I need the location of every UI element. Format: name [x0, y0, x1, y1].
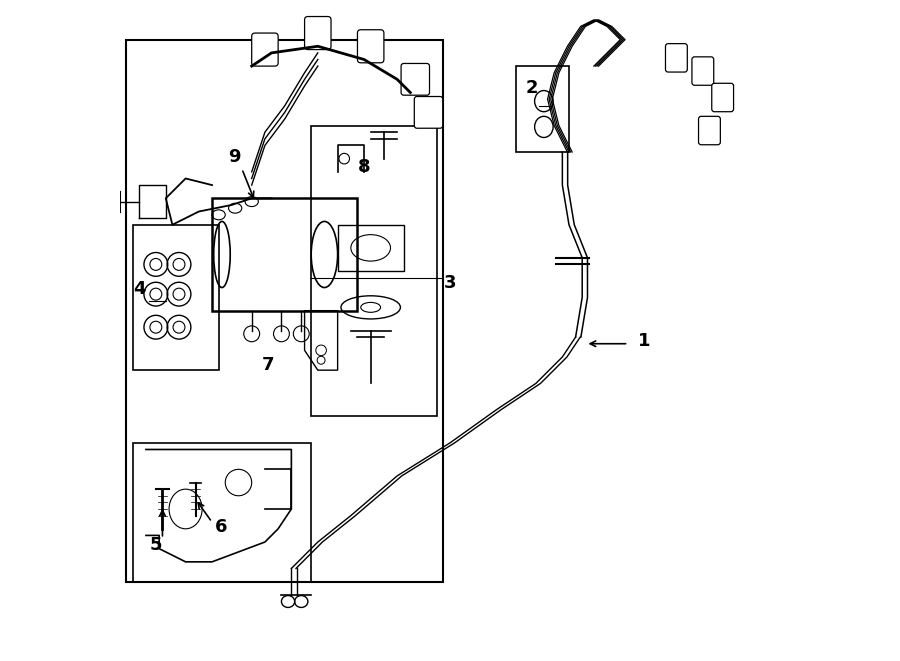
- Text: 5: 5: [149, 536, 162, 554]
- Text: 1: 1: [638, 332, 651, 350]
- FancyBboxPatch shape: [692, 57, 714, 85]
- Bar: [516, 66, 569, 152]
- FancyBboxPatch shape: [712, 83, 733, 112]
- Bar: [126, 40, 444, 582]
- Bar: [311, 126, 436, 416]
- Bar: [212, 198, 357, 311]
- Text: 4: 4: [132, 280, 145, 298]
- FancyBboxPatch shape: [304, 17, 331, 50]
- FancyBboxPatch shape: [414, 97, 443, 128]
- Bar: [132, 443, 311, 582]
- Bar: [338, 225, 404, 271]
- Text: 6: 6: [215, 518, 228, 536]
- FancyBboxPatch shape: [401, 63, 429, 95]
- Text: 9: 9: [229, 148, 241, 166]
- FancyBboxPatch shape: [698, 116, 720, 145]
- FancyBboxPatch shape: [252, 33, 278, 66]
- Text: 2: 2: [526, 79, 538, 97]
- Text: 3: 3: [444, 274, 456, 292]
- Text: 7: 7: [262, 356, 274, 374]
- FancyBboxPatch shape: [665, 44, 688, 72]
- Bar: [132, 225, 219, 370]
- Text: 8: 8: [357, 158, 370, 176]
- FancyBboxPatch shape: [357, 30, 384, 63]
